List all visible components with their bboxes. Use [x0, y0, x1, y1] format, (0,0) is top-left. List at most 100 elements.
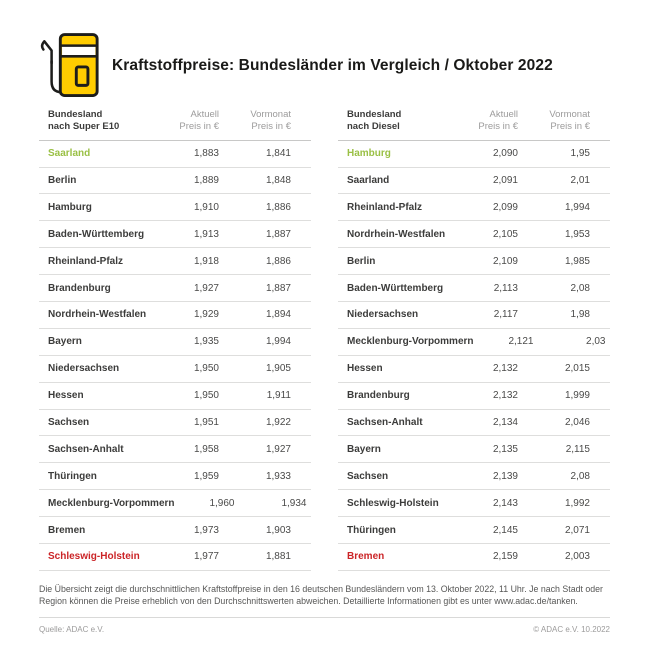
state-name: Saarland	[347, 175, 390, 187]
table-row: Niedersachsen 1,950 1,905	[39, 356, 311, 383]
price-previous: 1,98	[570, 309, 590, 321]
column-header-aktuell: Aktuell Preis in €	[179, 109, 219, 133]
price-previous: 2,071	[564, 524, 590, 536]
state-name: Sachsen-Anhalt	[48, 443, 124, 455]
state-name: Thüringen	[347, 524, 396, 536]
price-current: 2,090	[492, 148, 518, 160]
price-previous: 1,95	[570, 148, 590, 160]
column-header-vormonat: Vormonat Preis in €	[250, 109, 291, 133]
price-previous: 1,933	[265, 470, 291, 482]
state-name: Brandenburg	[48, 282, 111, 294]
price-current: 1,959	[193, 470, 219, 482]
footer: Quelle: ADAC e.V. © ADAC e.V. 10.2022	[39, 618, 610, 634]
table-row: Rheinland-Pfalz 1,918 1,886	[39, 248, 311, 276]
copyright-label: © ADAC e.V. 10.2022	[533, 625, 610, 635]
price-current: 1,960	[209, 497, 235, 509]
price-previous: 2,08	[570, 470, 590, 482]
state-name: Schleswig-Holstein	[48, 551, 140, 563]
price-current: 1,889	[193, 175, 219, 187]
table-row: Berlin 2,109 1,985	[338, 248, 610, 276]
table-row: Sachsen-Anhalt 1,958 1,927	[39, 436, 311, 464]
table-row: Bayern 1,935 1,994	[39, 329, 311, 356]
price-current: 2,159	[492, 551, 518, 563]
price-current: 1,950	[193, 363, 219, 375]
table-row: Brandenburg 1,927 1,887	[39, 275, 311, 303]
price-previous: 1,903	[265, 524, 291, 536]
table-row: Sachsen 2,139 2,08	[338, 463, 610, 491]
fuel-type-label: Super E10	[72, 121, 120, 133]
state-name: Sachsen	[48, 417, 90, 429]
price-previous: 1,985	[564, 255, 590, 267]
price-current: 1,951	[193, 417, 219, 429]
footnote-text: Die Übersicht zeigt die durchschnittlich…	[39, 583, 603, 607]
header: Kraftstoffpreise: Bundesländer im Vergle…	[39, 30, 610, 102]
table-row: Hessen 2,132 2,015	[338, 356, 610, 383]
state-name: Saarland	[48, 148, 91, 160]
table-header: Bundesland nach Diesel Aktuell Preis in €…	[338, 109, 610, 141]
table-row: Niedersachsen 2,117 1,98	[338, 302, 610, 329]
state-name: Hamburg	[347, 148, 391, 160]
state-name: Hessen	[48, 390, 84, 402]
table-row: Thüringen 2,145 2,071	[338, 517, 610, 545]
column-header-vormonat: Vormonat Preis in €	[549, 109, 590, 133]
price-previous: 2,08	[570, 282, 590, 294]
price-previous: 1,894	[265, 309, 291, 321]
price-previous: 1,922	[265, 417, 291, 429]
column-header-bundesland: Bundesland nach Super E10	[48, 109, 120, 133]
price-current: 2,113	[493, 282, 518, 294]
price-current: 1,883	[193, 148, 219, 160]
price-current: 1,927	[193, 282, 219, 294]
price-previous: 1,887	[265, 282, 291, 294]
table-row: Baden-Württemberg 2,113 2,08	[338, 275, 610, 303]
price-current: 2,135	[492, 443, 518, 455]
column-header-bundesland: Bundesland nach Diesel	[347, 109, 402, 133]
price-current: 2,132	[492, 363, 518, 375]
state-name: Nordrhein-Westfalen	[48, 309, 147, 321]
price-current: 1,977	[193, 551, 219, 563]
price-previous: 1,841	[265, 148, 291, 160]
price-current: 1,973	[193, 524, 219, 536]
price-current: 2,121	[508, 336, 534, 348]
state-name: Bremen	[48, 524, 86, 536]
price-current: 1,913	[193, 228, 219, 240]
state-name: Berlin	[347, 255, 376, 267]
price-previous: 1,994	[265, 336, 291, 348]
price-current: 2,105	[492, 228, 518, 240]
state-name: Berlin	[48, 175, 77, 187]
price-current: 2,139	[492, 470, 518, 482]
state-name: Niedersachsen	[48, 363, 120, 375]
table-row: Hamburg 1,910 1,886	[39, 194, 311, 222]
source-label: Quelle: ADAC e.V.	[39, 625, 105, 635]
table-row: Brandenburg 2,132 1,999	[338, 383, 610, 410]
footer-divider	[39, 617, 610, 619]
table-header: Bundesland nach Super E10 Aktuell Preis i…	[39, 109, 311, 141]
table-row: Mecklenburg-Vorpommern 2,121 2,03	[338, 329, 610, 356]
state-name: Hamburg	[48, 201, 92, 213]
price-current: 1,958	[193, 443, 219, 455]
price-previous: 2,01	[570, 175, 590, 187]
page-title: Kraftstoffpreise: Bundesländer im Vergle…	[112, 57, 553, 74]
state-name: Rheinland-Pfalz	[347, 201, 423, 213]
price-current: 2,109	[492, 255, 518, 267]
table-row: Mecklenburg-Vorpommern 1,960 1,934	[39, 490, 311, 518]
table-row: Baden-Württemberg 1,913 1,887	[39, 221, 311, 249]
table-row: Sachsen 1,951 1,922	[39, 410, 311, 437]
state-name: Sachsen-Anhalt	[347, 417, 423, 429]
price-current: 2,091	[492, 175, 518, 187]
price-previous: 1,911	[266, 390, 291, 402]
table-row: Schleswig-Holstein 2,143 1,992	[338, 490, 610, 518]
price-current: 2,099	[492, 201, 518, 213]
price-previous: 1,848	[265, 175, 291, 187]
table-row: Nordrhein-Westfalen 2,105 1,953	[338, 221, 610, 249]
price-previous: 1,927	[265, 443, 291, 455]
state-name: Bremen	[347, 551, 385, 563]
state-name: Hessen	[347, 363, 383, 375]
price-current: 1,929	[193, 309, 219, 321]
price-previous: 1,886	[265, 255, 291, 267]
state-name: Rheinland-Pfalz	[48, 255, 124, 267]
table-row: Rheinland-Pfalz 2,099 1,994	[338, 194, 610, 222]
column-header-aktuell: Aktuell Preis in €	[478, 109, 518, 133]
price-previous: 1,999	[564, 390, 590, 402]
price-previous: 2,115	[565, 443, 590, 455]
